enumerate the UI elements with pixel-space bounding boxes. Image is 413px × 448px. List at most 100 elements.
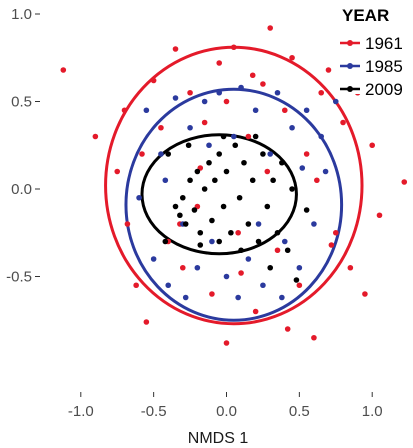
point-1961 bbox=[289, 54, 295, 61]
point-2009 bbox=[252, 133, 259, 140]
point-1985 bbox=[187, 124, 193, 131]
point-1985 bbox=[274, 89, 281, 96]
point-1961 bbox=[92, 133, 99, 140]
point-2009 bbox=[187, 177, 193, 184]
point-1961 bbox=[260, 81, 266, 87]
legend-label-1961: 1961 bbox=[365, 34, 403, 53]
point-1985 bbox=[238, 84, 244, 91]
point-1961 bbox=[114, 168, 121, 175]
point-1961 bbox=[121, 107, 128, 114]
point-2009 bbox=[241, 159, 247, 166]
point-2009 bbox=[289, 186, 295, 192]
point-1961 bbox=[187, 89, 193, 96]
point-1985 bbox=[332, 98, 339, 105]
point-1985 bbox=[252, 107, 259, 114]
point-2009 bbox=[182, 221, 189, 227]
point-1961 bbox=[172, 46, 179, 52]
point-1961 bbox=[139, 151, 145, 157]
point-1961 bbox=[284, 326, 291, 332]
point-2009 bbox=[177, 212, 183, 219]
y-tick-label: 1.0 bbox=[11, 6, 32, 23]
legend-label-1985: 1985 bbox=[365, 57, 403, 76]
point-2009 bbox=[197, 242, 204, 248]
x-axis-title: NMDS 1 bbox=[188, 430, 249, 447]
point-2009 bbox=[238, 247, 244, 254]
data-points bbox=[60, 25, 408, 346]
point-2009 bbox=[249, 177, 256, 184]
point-1961 bbox=[325, 67, 332, 73]
point-1961 bbox=[303, 151, 310, 157]
point-1985 bbox=[136, 194, 142, 201]
point-2009 bbox=[220, 133, 227, 140]
legend-key-point-2009 bbox=[347, 86, 353, 92]
x-tick-label: 0.0 bbox=[216, 403, 237, 420]
point-1961 bbox=[143, 319, 150, 325]
point-1961 bbox=[328, 242, 335, 248]
point-2009 bbox=[185, 142, 192, 149]
x-tick-label: -1.0 bbox=[68, 403, 94, 420]
legend-title: YEAR bbox=[342, 6, 389, 25]
point-1961 bbox=[223, 340, 230, 346]
point-1961 bbox=[230, 44, 237, 51]
y-tick-label: -0.5 bbox=[6, 269, 32, 286]
point-1985 bbox=[150, 256, 157, 262]
point-1985 bbox=[303, 107, 310, 114]
point-1985 bbox=[260, 282, 266, 289]
point-1985 bbox=[318, 133, 325, 140]
ellipse-2009 bbox=[140, 133, 298, 256]
point-2009 bbox=[216, 238, 223, 245]
point-2009 bbox=[212, 177, 218, 184]
point-2009 bbox=[194, 168, 201, 175]
point-1985 bbox=[289, 124, 295, 131]
point-1961 bbox=[274, 247, 281, 254]
point-2009 bbox=[165, 151, 172, 157]
ellipse-1985 bbox=[124, 87, 344, 322]
point-1961 bbox=[235, 229, 241, 236]
point-1985 bbox=[281, 238, 288, 245]
point-1961 bbox=[124, 221, 131, 227]
x-tick-label: -0.5 bbox=[141, 403, 167, 420]
point-2009 bbox=[264, 203, 271, 210]
point-2009 bbox=[206, 159, 212, 166]
point-1961 bbox=[281, 107, 288, 114]
point-2009 bbox=[179, 194, 186, 201]
point-1961 bbox=[369, 142, 376, 149]
point-1961 bbox=[223, 98, 230, 105]
point-2009 bbox=[267, 264, 274, 271]
point-1961 bbox=[318, 89, 325, 96]
point-2009 bbox=[216, 151, 223, 157]
point-1961 bbox=[60, 67, 67, 73]
point-2009 bbox=[197, 229, 204, 236]
point-1961 bbox=[264, 168, 271, 175]
point-2009 bbox=[284, 247, 291, 254]
point-1985 bbox=[206, 142, 212, 149]
point-1961 bbox=[179, 264, 186, 271]
point-1961 bbox=[340, 119, 346, 126]
point-1961 bbox=[201, 119, 208, 126]
point-2009 bbox=[191, 207, 198, 213]
point-1961 bbox=[314, 177, 320, 184]
point-2009 bbox=[228, 229, 234, 236]
point-1961 bbox=[376, 212, 383, 219]
point-1961 bbox=[245, 133, 252, 140]
point-2009 bbox=[245, 221, 252, 227]
point-1985 bbox=[165, 282, 172, 289]
point-2009 bbox=[255, 238, 262, 245]
point-1985 bbox=[322, 168, 329, 175]
point-1985 bbox=[235, 294, 241, 301]
point-2009 bbox=[209, 217, 215, 224]
point-1985 bbox=[279, 294, 285, 301]
x-tick-label: 1.0 bbox=[362, 403, 383, 420]
point-1961 bbox=[401, 179, 408, 185]
point-2009 bbox=[303, 207, 310, 213]
point-1985 bbox=[162, 177, 169, 184]
point-2009 bbox=[274, 229, 281, 236]
point-1985 bbox=[158, 151, 164, 157]
point-2009 bbox=[270, 177, 276, 184]
point-1985 bbox=[172, 95, 179, 101]
x-tick-label: 0.5 bbox=[289, 403, 310, 420]
point-1985 bbox=[255, 221, 262, 227]
point-2009 bbox=[260, 151, 266, 157]
legend-key-point-1985 bbox=[347, 63, 353, 69]
point-1961 bbox=[252, 308, 259, 315]
